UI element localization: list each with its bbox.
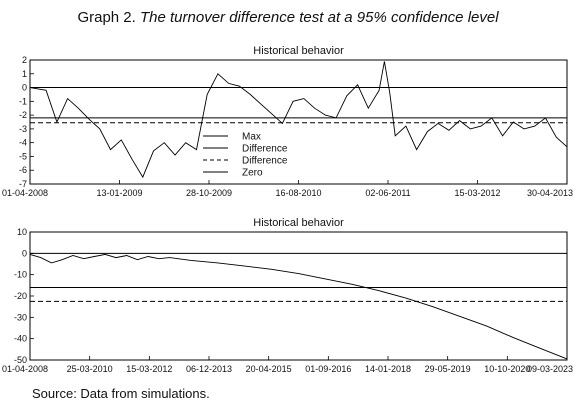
panel-title: Historical behavior <box>253 45 344 57</box>
x-tick-label: 28-10-2009 <box>186 188 232 198</box>
x-tick-label: 15-03-2012 <box>126 364 172 374</box>
y-tick-label: 0 <box>22 248 27 258</box>
y-tick-label: -1 <box>19 96 27 106</box>
x-tick-label: 14-01-2018 <box>365 364 411 374</box>
plot-frame <box>29 231 568 361</box>
y-tick-label: -7 <box>19 179 27 189</box>
x-tick-label: 10-10-2020 <box>484 364 530 374</box>
legend-label: Zero <box>242 168 263 179</box>
figure-title: Graph 2. The turnover difference test at… <box>0 9 576 26</box>
y-tick-label: -5 <box>19 151 27 161</box>
y-tick-label: -3 <box>19 124 27 134</box>
x-tick-label: 06-12-2013 <box>186 364 232 374</box>
legend-label: Max <box>242 132 261 143</box>
x-tick-label: 01-04-2008 <box>2 188 48 198</box>
y-tick-label: -6 <box>19 165 27 175</box>
y-tick-label: -10 <box>14 270 27 280</box>
figure-title-prefix: Graph 2. <box>77 9 136 26</box>
x-tick-label: 20-04-2015 <box>246 364 292 374</box>
source-note: Source: Data from simulations. <box>32 386 210 401</box>
y-tick-label: -20 <box>14 291 27 301</box>
x-tick-label: 29-05-2019 <box>425 364 471 374</box>
y-tick-label: 10 <box>17 227 27 237</box>
y-tick-label: -2 <box>19 110 27 120</box>
legend-label: Difference <box>242 144 288 155</box>
x-tick-label: 16-08-2010 <box>275 188 321 198</box>
x-tick-label: 01-04-2008 <box>2 364 48 374</box>
x-tick-label: 15-03-2012 <box>454 188 500 198</box>
y-tick-label: 2 <box>22 55 27 65</box>
y-tick-label: 0 <box>22 83 27 93</box>
x-tick-label: 25-03-2010 <box>67 364 113 374</box>
panel-title: Historical behavior <box>253 217 344 229</box>
y-tick-label: -30 <box>14 312 27 322</box>
x-tick-label: 01-09-2016 <box>305 364 351 374</box>
legend-label: Difference <box>242 156 288 167</box>
x-tick-label: 13-01-2009 <box>96 188 142 198</box>
series-line <box>29 61 568 179</box>
figure-title-italic: The turnover difference test at a 95% co… <box>140 9 499 26</box>
y-tick-label: 1 <box>22 69 27 79</box>
y-tick-label: -4 <box>19 138 27 148</box>
y-tick-label: -50 <box>14 355 27 365</box>
y-tick-label: -40 <box>14 334 27 344</box>
x-tick-label: 09-03-2023 <box>527 364 573 374</box>
x-tick-label: 30-04-2013 <box>527 188 573 198</box>
x-tick-label: 02-06-2011 <box>365 188 410 198</box>
series-line <box>29 253 568 360</box>
